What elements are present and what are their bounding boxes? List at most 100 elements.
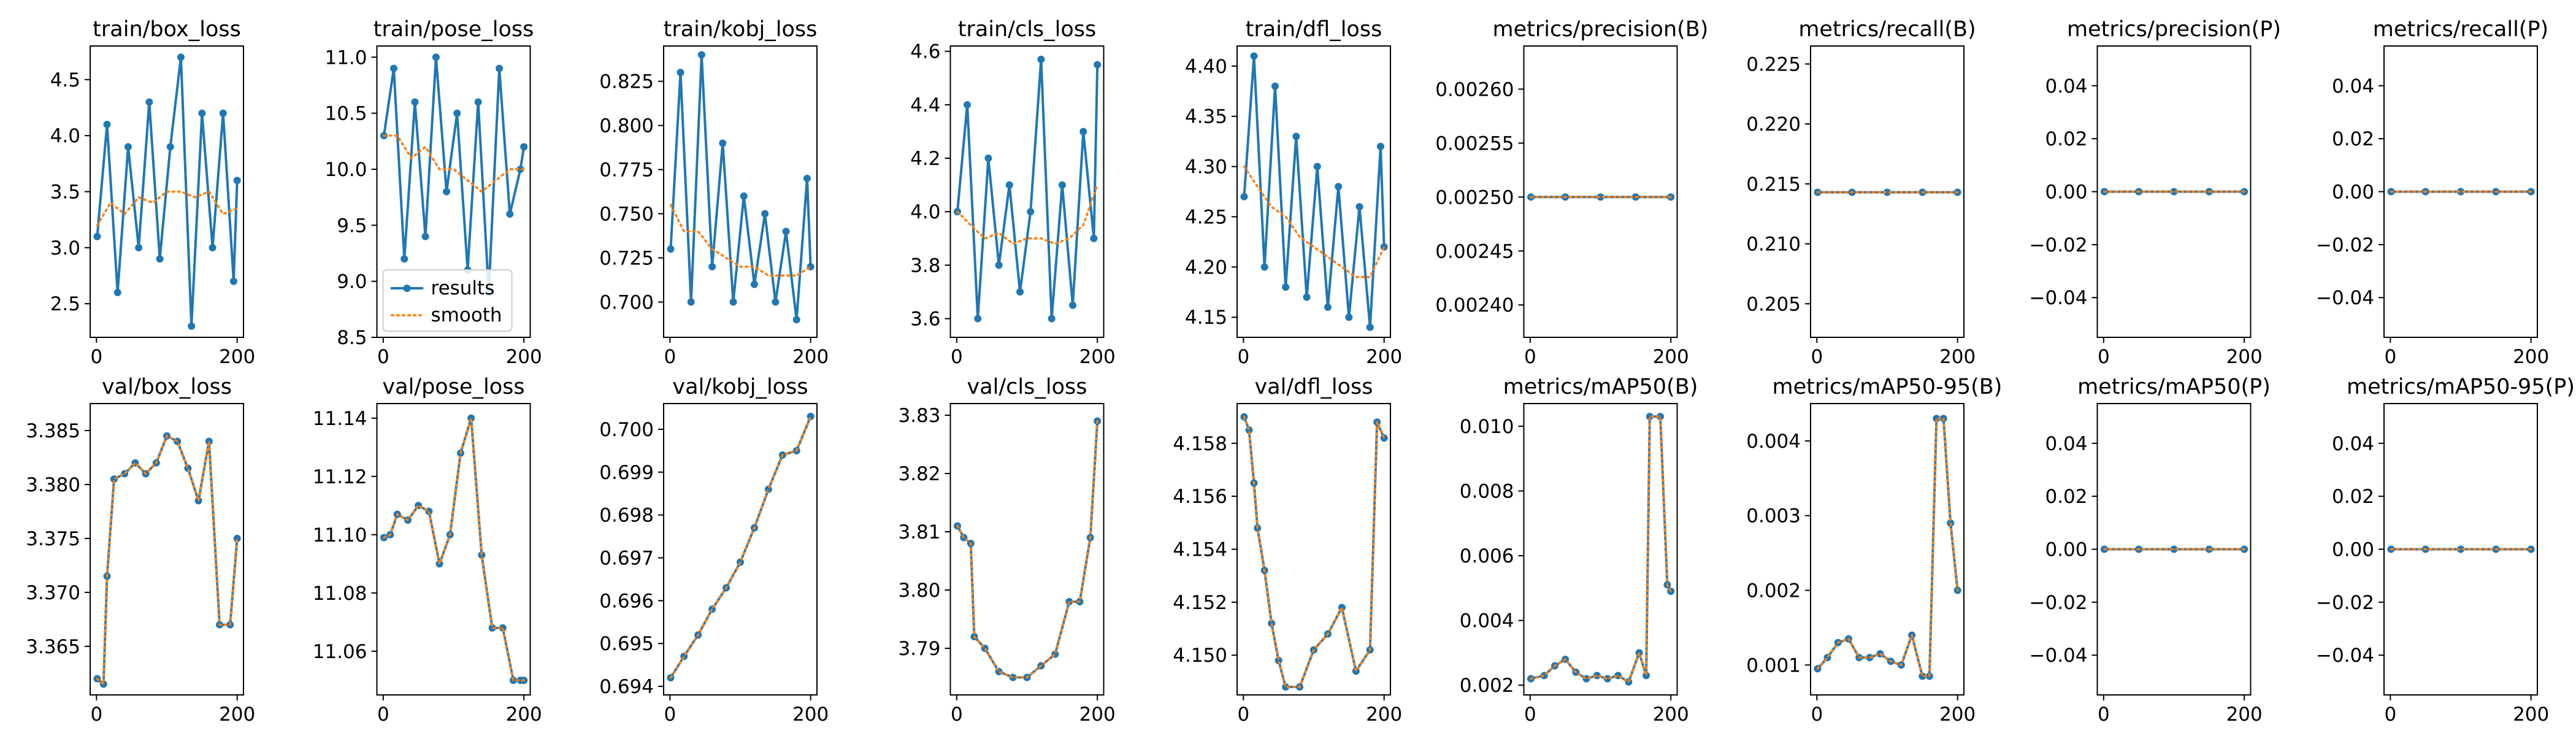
panel-title: val/box_loss: [102, 375, 232, 399]
train-cls-loss-panel: train/cls_loss 0 200 3.6 3.8 4.0 4.2 4.4 4.6: [910, 17, 1116, 368]
y-tick-label: −0.04: [2030, 287, 2088, 309]
results-point: [750, 280, 758, 288]
x-tick-label: 200: [219, 703, 255, 726]
y-tick-label: 0.00260: [1435, 79, 1514, 101]
results-point: [156, 255, 164, 263]
results-point: [1376, 142, 1384, 150]
panel-title: train/cls_loss: [958, 17, 1097, 42]
axes-frame: [949, 403, 1105, 696]
smooth-line: [1243, 415, 1386, 688]
y-tick-label: −0.02: [2316, 592, 2374, 614]
results-point: [1646, 413, 1654, 421]
y-tick-label: 0.210: [1746, 234, 1801, 256]
results-point: [1643, 672, 1650, 680]
results-point: [209, 243, 217, 251]
x-tick-label: 0: [1524, 703, 1536, 726]
smooth-line: [669, 204, 812, 277]
smooth-line: [669, 415, 812, 679]
results-line: [669, 55, 812, 320]
y-tick-label: 11.12: [313, 466, 367, 488]
x-tick-label: 0: [1237, 346, 1249, 368]
y-tick-label: 4.0: [50, 125, 80, 147]
x-tick-label: 0: [2098, 703, 2110, 726]
results-point: [103, 120, 111, 128]
x-tick-label: 200: [1366, 703, 1402, 726]
axes-frame: [90, 403, 244, 696]
axes-frame: [1810, 45, 1965, 338]
results-point: [1324, 303, 1332, 311]
x-tick-label: 0: [2384, 703, 2396, 726]
metrics-map50-b-panel: metrics/mAP50(B) 0 200 0.002 0.004 0.006 0.008…: [1460, 375, 1698, 726]
y-tick-label: 3.375: [26, 528, 80, 550]
y-tick-label: 0.008: [1460, 481, 1514, 503]
results-point: [1597, 193, 1604, 201]
y-tick-label: 0.02: [2045, 128, 2087, 150]
results-point: [2170, 545, 2178, 553]
y-tick-label: 0.010: [1460, 416, 1514, 438]
results-point: [113, 288, 121, 296]
y-tick-label: 0.004: [1460, 610, 1514, 632]
y-tick-label: 4.40: [1185, 56, 1227, 78]
y-tick-label: 3.370: [26, 582, 80, 604]
val-cls-loss-panel: val/cls_loss 0 200 3.79 3.80 3.81 3.82 3.83: [898, 375, 1115, 726]
x-tick-label: 200: [1366, 346, 1402, 368]
y-tick-label: 0.750: [599, 203, 654, 225]
y-tick-label: 11.0: [324, 47, 367, 69]
y-tick-label: 0.00245: [1435, 240, 1514, 263]
results-point: [401, 255, 408, 263]
results-point: [1090, 234, 1098, 242]
results-point: [1593, 672, 1601, 680]
metrics-recall-b-panel: metrics/recall(B) 0 200 0.205 0.210 0.215 0.22…: [1746, 17, 1976, 368]
val-box-loss-panel: val/box_loss 0 200 3.365 3.370 3.375 3.380 3.38…: [26, 375, 255, 726]
y-tick-label: 3.80: [898, 580, 940, 602]
y-tick-label: 11.06: [313, 641, 367, 663]
y-tick-label: 0.220: [1746, 113, 1801, 136]
results-point: [772, 298, 780, 306]
y-tick-label: 0.00240: [1435, 294, 1514, 316]
y-tick-label: 0.002: [1460, 675, 1514, 697]
x-tick-label: 200: [506, 703, 542, 726]
results-point: [145, 98, 153, 106]
results-point: [2457, 188, 2464, 196]
y-tick-label: 0.00255: [1435, 132, 1514, 155]
y-tick-label: 3.82: [898, 463, 940, 485]
y-tick-label: 0.698: [599, 505, 654, 527]
y-tick-label: 0.225: [1746, 53, 1801, 75]
y-tick-label: 4.30: [1185, 156, 1227, 178]
x-tick-label: 200: [1653, 346, 1689, 368]
results-point: [2170, 188, 2178, 196]
x-tick-label: 200: [2226, 703, 2263, 726]
x-tick-label: 0: [377, 346, 389, 368]
y-tick-label: 0.02: [2045, 486, 2087, 508]
smooth-line: [1816, 417, 1959, 678]
axes-frame: [663, 403, 818, 696]
results-point: [708, 263, 716, 270]
y-tick-label: 3.385: [26, 420, 80, 442]
axes-frame: [1523, 45, 1678, 338]
y-tick-label: 4.15: [1185, 307, 1227, 329]
results-point: [729, 298, 737, 306]
x-tick-label: 200: [1939, 703, 1976, 726]
panel-title: metrics/mAP50(P): [2077, 375, 2271, 399]
results-point: [1058, 181, 1066, 189]
y-tick-label: 4.150: [1173, 645, 1227, 667]
x-tick-label: 200: [1653, 703, 1689, 726]
smooth-line: [383, 134, 525, 193]
results-line: [669, 415, 812, 680]
results-point: [1275, 656, 1282, 664]
y-tick-label: 0.04: [2045, 433, 2087, 455]
results-point: [499, 624, 507, 632]
results-point: [1016, 288, 1024, 296]
results-point: [1240, 193, 1248, 201]
x-tick-label: 200: [2226, 346, 2263, 368]
results-point: [677, 69, 684, 77]
x-tick-label: 200: [792, 703, 829, 726]
y-tick-label: 0.205: [1746, 293, 1801, 315]
x-tick-label: 0: [664, 703, 676, 726]
results-point: [474, 98, 482, 106]
results-point: [516, 165, 524, 173]
results-line: [1816, 417, 1959, 678]
x-tick-label: 0: [664, 346, 676, 368]
panel-title: train/dfl_loss: [1246, 17, 1382, 42]
